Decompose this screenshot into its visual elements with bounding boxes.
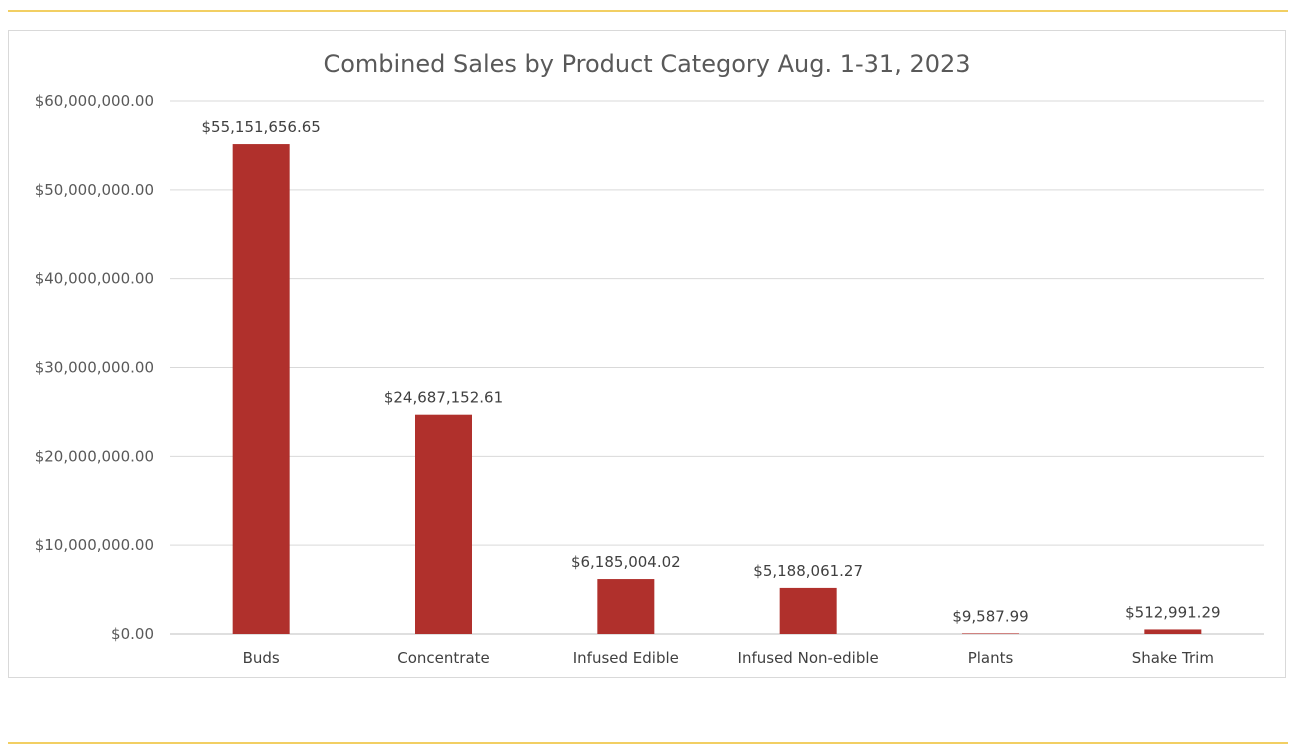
chart-frame [8, 30, 1286, 678]
category-label: Buds [243, 649, 280, 667]
y-tick-label: $10,000,000.00 [35, 536, 154, 554]
data-label: $512,991.29 [1125, 603, 1220, 621]
top-divider [8, 10, 1288, 12]
chart-title: Combined Sales by Product Category Aug. … [323, 50, 970, 78]
data-label: $5,188,061.27 [753, 562, 863, 580]
category-label: Plants [968, 649, 1014, 667]
bar [962, 633, 1019, 634]
bottom-divider [8, 742, 1288, 744]
data-label: $9,587.99 [952, 607, 1028, 625]
bar [232, 144, 290, 634]
category-label: Infused Edible [573, 649, 679, 667]
y-tick-label: $30,000,000.00 [35, 359, 154, 377]
category-label: Infused Non-edible [738, 649, 879, 667]
data-label: $24,687,152.61 [384, 389, 503, 407]
data-label: $55,151,656.65 [202, 118, 321, 136]
gridlines [170, 100, 1264, 635]
y-tick-label: $0.00 [111, 625, 154, 643]
data-label: $6,185,004.02 [571, 553, 681, 571]
bar [779, 587, 837, 634]
y-tick-label: $40,000,000.00 [35, 270, 154, 288]
bar [1144, 629, 1202, 634]
y-axis-ticks: $0.00 $10,000,000.00 $20,000,000.00 $30,000… [35, 92, 154, 643]
bar [415, 414, 472, 634]
category-label: Concentrate [397, 649, 490, 667]
category-label: Shake Trim [1132, 649, 1214, 667]
bar [597, 579, 655, 634]
data-labels: $55,151,656.65 $24,687,152.61 $6,185,004.0… [202, 118, 1221, 625]
y-tick-label: $60,000,000.00 [35, 92, 154, 110]
bars [232, 144, 1202, 634]
y-tick-label: $20,000,000.00 [35, 447, 154, 465]
y-tick-label: $50,000,000.00 [35, 181, 154, 199]
x-axis-categories: Buds Concentrate Infused Edible Infused Non… [243, 649, 1214, 667]
